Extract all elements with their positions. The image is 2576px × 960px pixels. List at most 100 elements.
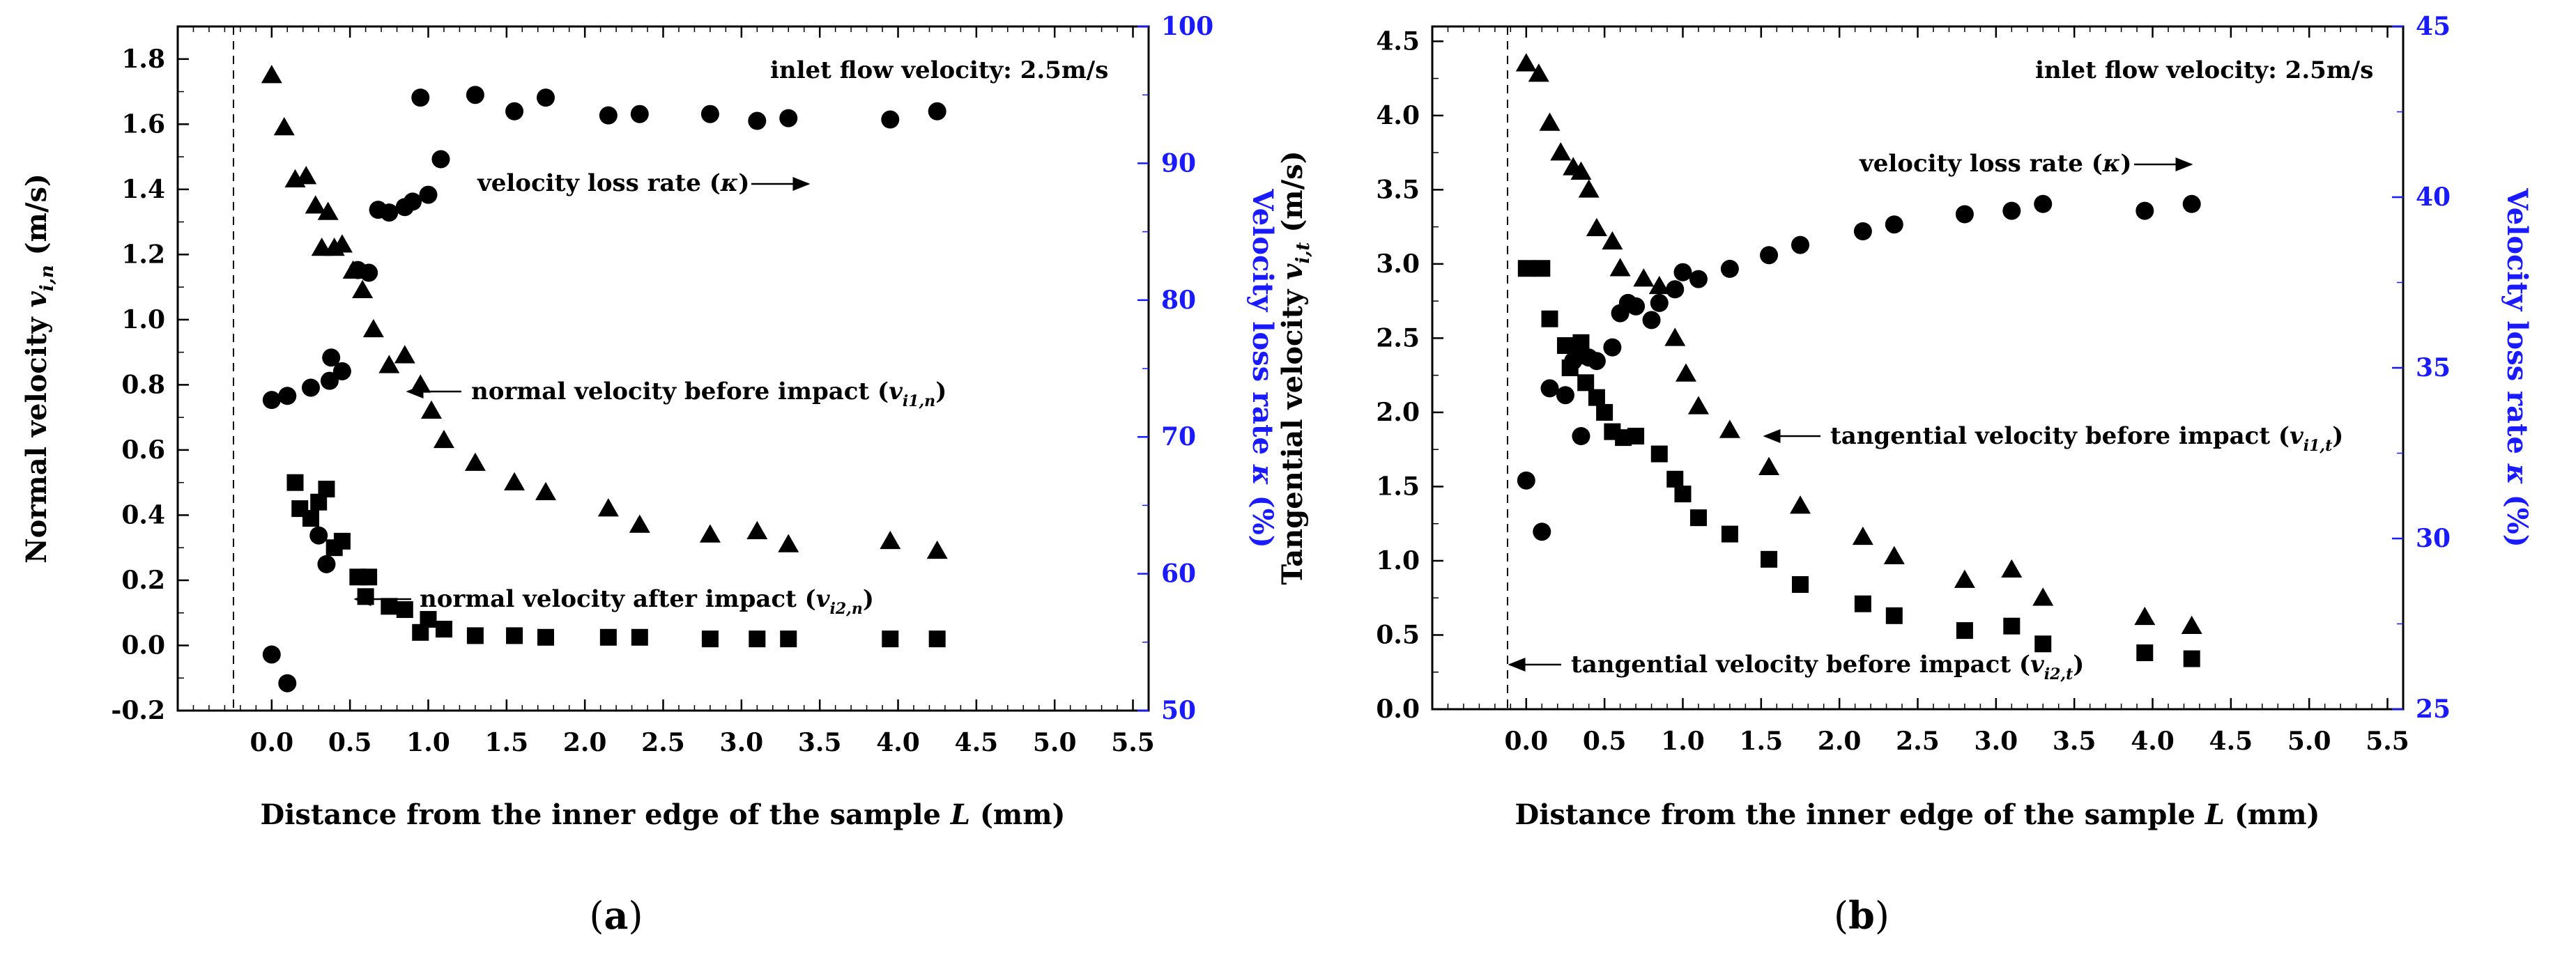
- data-point-triangle: [420, 400, 442, 419]
- data-point-triangle: [1539, 112, 1561, 131]
- data-point-triangle: [926, 540, 948, 559]
- x-tick-label: 4.5: [955, 728, 999, 757]
- y2-tick-label: 80: [1161, 286, 1196, 315]
- data-point-circle: [881, 110, 900, 129]
- data-point-circle: [419, 185, 438, 204]
- y-tick-label: 4.0: [1376, 101, 1420, 130]
- data-point-triangle: [1633, 268, 1655, 287]
- data-point-triangle: [1528, 63, 1549, 82]
- annotation-before-impact: normal velocity before impact (vi1,n): [471, 378, 946, 410]
- data-point-square: [1588, 389, 1605, 406]
- x-tick-label: 3.5: [2053, 727, 2096, 756]
- y-tick-label: 2.5: [1376, 323, 1420, 353]
- data-point-triangle: [1883, 545, 1905, 564]
- y-tick-label: 1.6: [121, 109, 165, 139]
- data-point-square: [882, 630, 899, 648]
- data-point-triangle: [410, 374, 431, 393]
- data-point-square: [1577, 374, 1595, 392]
- data-point-triangle: [1789, 495, 1811, 514]
- y2-tick-label: 45: [2416, 12, 2451, 41]
- y2-axis-label: Velocity loss rate κ (%): [2501, 187, 2533, 547]
- data-point-square: [1572, 334, 1590, 351]
- annotation-before-impact: tangential velocity before impact (vi1,t…: [1830, 422, 2343, 455]
- data-point-circle: [431, 150, 450, 169]
- data-point-circle: [322, 348, 341, 367]
- data-point-triangle: [699, 524, 721, 543]
- data-point-circle: [1540, 379, 1559, 398]
- data-point-circle: [360, 263, 378, 282]
- data-point-circle: [404, 192, 422, 211]
- data-point-square: [537, 628, 554, 646]
- x-tick-label: 4.5: [2209, 727, 2253, 756]
- data-point-circle: [1533, 522, 1551, 541]
- data-point-square: [1885, 607, 1903, 624]
- data-point-triangle: [296, 166, 317, 185]
- y2-axis-label: Velocity loss rate κ (%): [1246, 188, 1279, 548]
- x-tick-label: 3.0: [720, 728, 764, 757]
- data-point-square: [1791, 576, 1809, 594]
- x-tick-label: 1.0: [406, 728, 450, 757]
- data-point-square: [381, 598, 398, 615]
- x-tick-label: 0.0: [250, 728, 293, 757]
- data-point-triangle: [629, 514, 650, 533]
- annotation-loss-rate: velocity loss rate (κ): [1859, 150, 2131, 178]
- inlet-flow-label: inlet flow velocity: 2.5m/s: [770, 56, 1108, 84]
- x-tick-label: 5.5: [2366, 727, 2409, 756]
- y-tick-label: 4.5: [1376, 26, 1420, 56]
- y-tick-label: 1.8: [121, 45, 165, 74]
- data-point-circle: [2136, 201, 2154, 220]
- data-point-square: [318, 481, 335, 498]
- x-tick-label: 0.5: [328, 728, 372, 757]
- data-point-triangle: [1687, 396, 1709, 415]
- x-tick-label: 4.0: [876, 728, 920, 757]
- data-point-circle: [317, 555, 336, 573]
- data-point-square: [1650, 445, 1668, 463]
- data-point-circle: [928, 102, 946, 121]
- data-point-circle: [700, 104, 719, 123]
- data-point-triangle: [1570, 161, 1592, 180]
- data-point-circle: [309, 526, 328, 545]
- data-point-triangle: [778, 534, 799, 552]
- x-tick-label: 2.0: [563, 728, 607, 757]
- data-point-square: [1761, 550, 1778, 568]
- y-tick-label: 1.2: [121, 240, 165, 269]
- data-point-square: [1533, 260, 1551, 277]
- data-point-square: [749, 630, 766, 648]
- data-point-circle: [278, 674, 297, 692]
- y-tick-label: 0.5: [1376, 620, 1420, 649]
- data-point-square: [1517, 260, 1535, 277]
- y2-tick-label: 30: [2416, 524, 2451, 553]
- data-point-circle: [1760, 246, 1779, 265]
- data-point-triangle: [1675, 363, 1696, 382]
- data-point-triangle: [331, 234, 353, 253]
- data-point-square: [435, 621, 452, 638]
- data-point-square: [1596, 403, 1613, 421]
- x-tick-label: 3.0: [1975, 727, 2018, 756]
- data-point-triangle: [2181, 615, 2202, 634]
- data-point-circle: [505, 102, 524, 121]
- data-point-circle: [1587, 352, 1606, 371]
- data-point-circle: [1791, 235, 1809, 254]
- x-tick-label: 5.5: [1111, 728, 1155, 757]
- data-point-square: [333, 532, 351, 550]
- y-tick-label: 1.4: [121, 175, 165, 204]
- y2-tick-label: 50: [1161, 696, 1196, 725]
- y-tick-label: 2.0: [1376, 398, 1420, 427]
- panel-a-chart: 0.0 0.5 1.0 1.5 2.0 2.5 3.0 3.5 4.0 4.5 5.0 5.5 -0.…: [20, 12, 1279, 938]
- data-point-triangle: [378, 355, 400, 373]
- data-point-triangle: [1515, 53, 1537, 72]
- data-point-circle: [779, 109, 798, 127]
- y-tick-label: 3.0: [1376, 249, 1420, 279]
- data-point-circle: [1627, 297, 1646, 316]
- y-tick-label: 0.6: [121, 435, 165, 465]
- y-tick-label: 1.0: [121, 305, 165, 334]
- data-point-circle: [1564, 352, 1583, 371]
- y-axis-label: Normal velocity vi,n (m/s): [20, 173, 58, 564]
- data-point-triangle: [317, 201, 339, 220]
- x-tick-label: 2.5: [641, 728, 685, 757]
- data-point-circle: [320, 371, 339, 390]
- x-tick-label: 4.0: [2131, 727, 2175, 756]
- annotation-after-impact: tangential velocity before impact (vi2,t…: [1571, 651, 2084, 683]
- x-tick-label: 0.5: [1583, 727, 1627, 756]
- data-point-triangle: [1648, 275, 1670, 295]
